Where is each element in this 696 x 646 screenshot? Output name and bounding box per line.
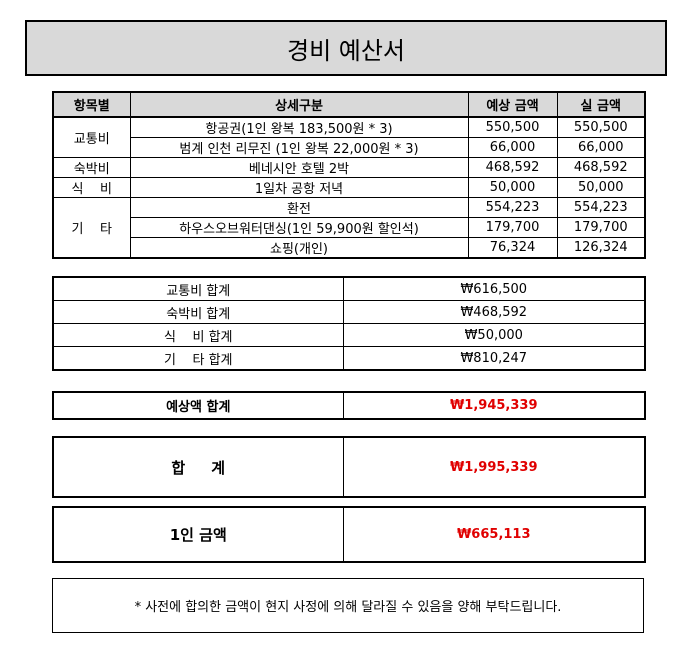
summary-value: ₩810,247 <box>342 346 646 371</box>
summary-value: ₩468,592 <box>342 300 646 324</box>
grand-total-value: ₩1,995,339 <box>342 436 646 498</box>
table-row: 숙박비 베네시안 호텔 2박 468,592 468,592 <box>52 157 646 178</box>
header-actual: 실 금액 <box>556 91 646 118</box>
category-cell: 식 비 <box>52 177 131 198</box>
detail-cell: 베네시안 호텔 2박 <box>129 157 469 178</box>
estimate-cell: 76,324 <box>467 237 558 259</box>
actual-cell: 468,592 <box>556 157 646 178</box>
table-row: 1인 금액 ₩665,113 <box>52 506 646 563</box>
notice-box: * 사전에 합의한 금액이 현지 사정에 의해 달라질 수 있음을 양해 부탁드… <box>52 578 644 633</box>
notice-text: * 사전에 합의한 금액이 현지 사정에 의해 달라질 수 있음을 양해 부탁드… <box>134 600 562 615</box>
estimate-cell: 50,000 <box>467 177 558 198</box>
summary-label: 식 비 합계 <box>52 323 344 347</box>
grand-total-table: 합 계 ₩1,995,339 <box>52 436 646 498</box>
actual-cell: 66,000 <box>556 137 646 158</box>
summary-value: ₩616,500 <box>342 276 646 301</box>
detail-cell: 1일차 공항 저녁 <box>129 177 469 198</box>
detail-cell: 항공권(1인 왕복 183,500원 * 3) <box>129 116 469 138</box>
page-title: 경비 예산서 <box>25 20 667 76</box>
detail-cell: 환전 <box>129 197 469 218</box>
category-cell: 교통비 <box>52 116 131 158</box>
actual-cell: 179,700 <box>556 217 646 238</box>
summary-value: ₩50,000 <box>342 323 646 347</box>
category-cell: 숙박비 <box>52 157 131 178</box>
detail-cell: 쇼핑(개인) <box>129 237 469 259</box>
table-row: 기 타 합계 ₩810,247 <box>52 346 646 371</box>
summary-label: 숙박비 합계 <box>52 300 344 324</box>
estimate-total-table: 예상액 합계 ₩1,945,339 <box>52 391 646 420</box>
table-row: 기 타 환전 554,223 554,223 <box>52 197 646 259</box>
table-row: 식 비 합계 ₩50,000 <box>52 323 646 347</box>
detail-cell: 하우스오브워터댄싱(1인 59,900원 할인석) <box>129 217 469 238</box>
actual-cell: 550,500 <box>556 116 646 138</box>
estimate-cell: 550,500 <box>467 116 558 138</box>
table-row: 쇼핑(개인) 76,324 126,324 <box>53 237 646 259</box>
actual-cell: 50,000 <box>556 177 646 198</box>
category-cell: 기 타 <box>52 197 131 259</box>
expense-detail-table: 항목별 상세구분 예상 금액 실 금액 교통비 항공권(1인 왕복 183,50… <box>52 91 646 259</box>
table-row: 교통비 항공권(1인 왕복 183,500원 * 3) 550,500 550,… <box>52 116 646 158</box>
per-person-label: 1인 금액 <box>52 506 344 563</box>
per-person-value: ₩665,113 <box>342 506 646 563</box>
table-row: 숙박비 합계 ₩468,592 <box>52 300 646 324</box>
summary-label: 기 타 합계 <box>52 346 344 371</box>
estimate-total-value: ₩1,945,339 <box>342 391 646 420</box>
detail-header-row: 항목별 상세구분 예상 금액 실 금액 <box>52 91 646 118</box>
header-category: 항목별 <box>52 91 131 118</box>
header-detail: 상세구분 <box>129 91 469 118</box>
estimate-cell: 66,000 <box>467 137 558 158</box>
estimate-cell: 554,223 <box>467 197 558 218</box>
summary-label: 교통비 합계 <box>52 276 344 301</box>
table-row: 예상액 합계 ₩1,945,339 <box>52 391 646 420</box>
estimate-total-label: 예상액 합계 <box>52 391 344 420</box>
table-row: 범계 인천 리무진 (1인 왕복 22,000원 * 3) 66,000 66,… <box>53 137 646 158</box>
page-title-text: 경비 예산서 <box>286 36 406 65</box>
estimate-cell: 179,700 <box>467 217 558 238</box>
table-row: 교통비 합계 ₩616,500 <box>52 276 646 301</box>
category-summary-table: 교통비 합계 ₩616,500 숙박비 합계 ₩468,592 식 비 합계 ₩… <box>52 276 646 371</box>
estimate-cell: 468,592 <box>467 157 558 178</box>
actual-cell: 554,223 <box>556 197 646 218</box>
actual-cell: 126,324 <box>556 237 646 259</box>
table-row: 식 비 1일차 공항 저녁 50,000 50,000 <box>52 177 646 198</box>
table-row: 하우스오브워터댄싱(1인 59,900원 할인석) 179,700 179,70… <box>53 217 646 238</box>
header-estimate: 예상 금액 <box>467 91 558 118</box>
table-row: 합 계 ₩1,995,339 <box>52 436 646 498</box>
per-person-table: 1인 금액 ₩665,113 <box>52 506 646 563</box>
detail-cell: 범계 인천 리무진 (1인 왕복 22,000원 * 3) <box>129 137 469 158</box>
grand-total-label: 합 계 <box>52 436 344 498</box>
